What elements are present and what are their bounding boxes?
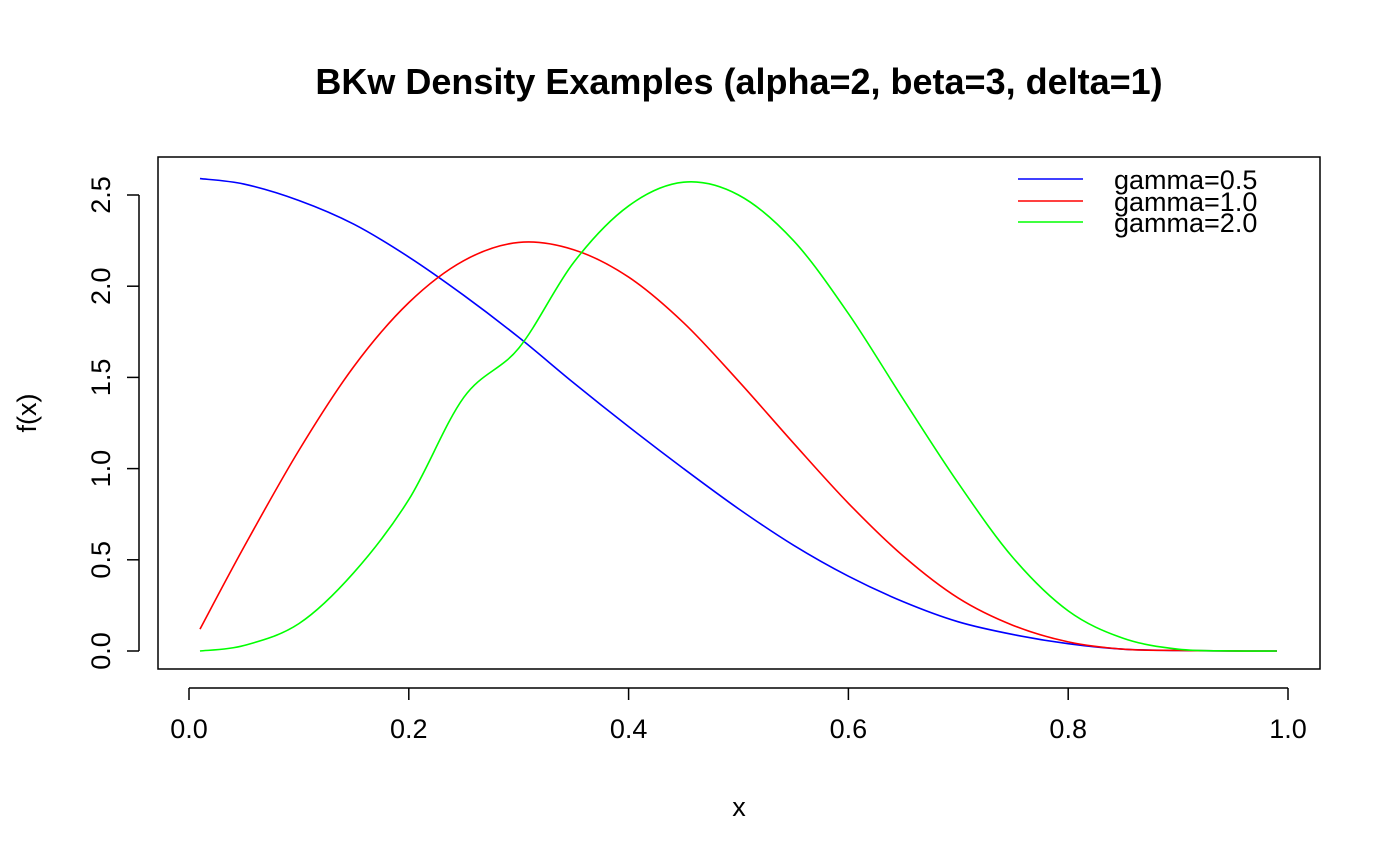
y-tick-label: 2.0: [86, 267, 116, 305]
series-layer: [199, 177, 1278, 652]
y-axis: 0.0 0.5 1.0 1.5 2.0 2.5: [86, 176, 140, 670]
legend-label: gamma=1.0: [1114, 187, 1257, 217]
x-tick-label: 0.8: [1049, 714, 1087, 744]
series-line: [199, 241, 1278, 652]
series-line: [199, 177, 1278, 652]
y-tick-label: 2.5: [86, 176, 116, 214]
y-tick-label: 1.5: [86, 359, 116, 397]
plot-box: [157, 156, 1321, 670]
x-tick-label: 0.6: [830, 714, 868, 744]
legend-label: gamma=0.5: [1114, 165, 1257, 195]
x-axis: 0.0 0.2 0.4 0.6 0.8 1.0: [170, 687, 1307, 744]
x-axis-label: x: [732, 792, 746, 822]
x-tick-label: 0.2: [390, 714, 428, 744]
y-tick-label: 0.0: [86, 632, 116, 670]
chart-title: BKw Density Examples (alpha=2, beta=3, d…: [315, 61, 1162, 102]
legend-label: gamma=2.0: [1114, 208, 1257, 238]
x-tick-label: 0.0: [170, 714, 208, 744]
y-axis-label: f(x): [12, 394, 42, 433]
x-tick-label: 0.4: [610, 714, 648, 744]
x-tick-label: 1.0: [1269, 714, 1307, 744]
y-tick-label: 0.5: [86, 541, 116, 579]
y-tick-label: 1.0: [86, 450, 116, 488]
series-line: [199, 181, 1278, 652]
